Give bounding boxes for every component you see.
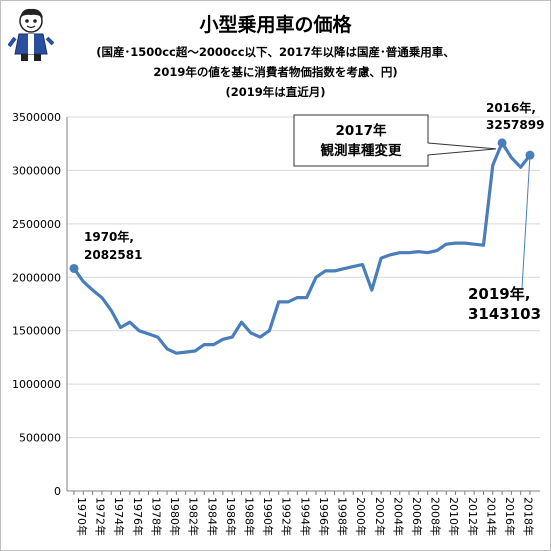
x-tick-label: 1996年 — [317, 497, 331, 536]
x-tick-label: 2008年 — [429, 497, 443, 536]
data-point-highlight — [69, 263, 79, 273]
mascot-icon — [8, 8, 54, 61]
x-tick-label: 1994年 — [298, 497, 312, 536]
chart-subtitle-line-2: 2019年の値を基に消費者物価指数を考慮、円) — [153, 65, 398, 79]
x-tick-label: 2010年 — [447, 497, 461, 536]
series-line — [72, 141, 532, 355]
data-point-highlight — [497, 138, 507, 148]
x-tick-label: 2014年 — [484, 497, 498, 536]
annotation-layer: 1970年, 2082581 2016年, 3257899 2019年, 3143103 2… — [84, 100, 544, 323]
callout-box — [293, 114, 429, 167]
grid-layer — [67, 116, 540, 492]
x-tick-label: 1972年 — [94, 497, 108, 536]
y-tick-label: 3000000 — [12, 164, 61, 177]
x-tick-label: 1978年 — [149, 497, 163, 536]
x-tick-label: 1974年 — [112, 497, 126, 536]
x-tick-label: 2004年 — [391, 497, 405, 536]
x-tick-label: 1998年 — [336, 497, 350, 536]
annotation-2019-value: 3143103 — [468, 305, 541, 323]
y-tick-label: 1000000 — [12, 378, 61, 391]
x-tick-label: 1992年 — [280, 497, 294, 536]
callout-year: 2017年 — [335, 122, 387, 139]
x-tick-label: 2012年 — [466, 497, 480, 536]
x-tick-label: 2018年 — [522, 497, 536, 536]
chart-title: 小型乗用車の価格 — [199, 14, 352, 36]
y-tick-label: 2000000 — [12, 271, 61, 284]
annotation-2016-year: 2016年, — [486, 100, 536, 115]
annotation-2016-value: 3257899 — [486, 118, 544, 132]
x-tick-label: 1988年 — [243, 497, 257, 536]
x-tick-label: 1976年 — [131, 497, 145, 536]
x-tick-label: 1982年 — [187, 497, 201, 536]
chart-subtitle-line-1: (国産･1500cc超～2000cc以下、2017年以降は国産･普通乗用車、 — [96, 45, 455, 59]
y-tick-label: 500000 — [19, 432, 61, 445]
callout-text: 観測車種変更 — [321, 142, 402, 159]
x-tick-label: 2006年 — [410, 497, 424, 536]
x-tick-label: 2000年 — [354, 497, 368, 536]
x-tick-label: 1986年 — [224, 497, 238, 536]
x-tick-label: 2016年 — [503, 497, 517, 536]
axis-layer: 0 500000 1000000 1500000 2000000 2500000 30000… — [12, 111, 540, 536]
y-tick-label: 2500000 — [12, 218, 61, 231]
x-tick-label: 2002年 — [373, 497, 387, 536]
callout-gap — [427, 143, 429, 155]
callout-pointer — [427, 142, 497, 156]
chart-subtitle-line-3: (2019年は直近月) — [225, 85, 326, 99]
x-tick-label: 1990年 — [261, 497, 275, 536]
x-tick-label: 1970年 — [75, 497, 89, 536]
leader-line-2019 — [521, 155, 531, 289]
x-tick-label: 1984年 — [205, 497, 219, 536]
x-tick-label: 1980年 — [168, 497, 182, 536]
y-tick-label: 1500000 — [12, 325, 61, 338]
annotation-2019-year: 2019年, — [468, 285, 530, 303]
annotation-1970-value: 2082581 — [84, 248, 142, 262]
y-tick-label: 3500000 — [12, 111, 61, 124]
annotation-1970-year: 1970年, — [84, 229, 134, 244]
y-tick-label: 0 — [54, 485, 61, 498]
